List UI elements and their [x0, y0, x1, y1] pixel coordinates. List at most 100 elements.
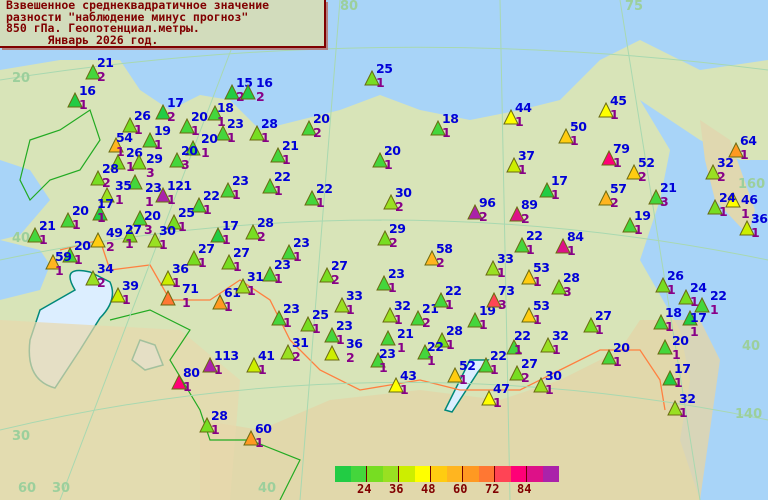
triangle-icon: [410, 310, 426, 326]
triangle-icon: [648, 189, 664, 205]
station-count: 2: [256, 89, 265, 104]
station-count: 1: [613, 354, 622, 369]
station-value: 17: [222, 218, 239, 233]
station-value: 17: [167, 95, 184, 110]
station-count: 1: [741, 206, 750, 221]
triangle-icon: [210, 227, 226, 243]
triangle-icon: [598, 102, 614, 118]
station-value: 36: [751, 211, 768, 226]
station-count: 1: [224, 299, 233, 314]
station-count: 1: [552, 342, 561, 357]
station-value: 30: [159, 223, 176, 238]
station-count: 2: [717, 169, 726, 184]
station-value: 20: [201, 131, 218, 146]
station-count: 2: [610, 195, 619, 210]
triangle-icon: [725, 192, 741, 208]
triangle-icon: [380, 330, 396, 346]
color-legend: [335, 466, 559, 482]
triangle-icon: [186, 250, 202, 266]
triangle-icon: [262, 266, 278, 282]
station-count: 1: [400, 382, 409, 397]
station-count: 2: [106, 239, 115, 254]
triangle-icon: [485, 260, 501, 276]
station-count: 1: [751, 225, 760, 240]
station-value: 29: [389, 221, 406, 236]
triangle-icon: [430, 120, 446, 136]
station-value: 22: [427, 339, 444, 354]
station-count: 1: [388, 280, 397, 295]
triangle-icon: [383, 194, 399, 210]
station-count: 1: [445, 297, 454, 312]
station-count: 1: [214, 362, 223, 377]
station-value: 17: [97, 196, 114, 211]
station-value: 52: [638, 155, 655, 170]
triangle-icon: [235, 278, 251, 294]
triangle-icon: [60, 212, 76, 228]
station-count: 1: [570, 133, 579, 148]
station-value: 22: [710, 288, 727, 303]
triangle-icon: [262, 178, 278, 194]
station-value: 28: [261, 116, 278, 131]
triangle-icon: [424, 250, 440, 266]
grid-label: 30: [52, 481, 71, 496]
station-count: 2: [292, 349, 301, 364]
station-count: 1: [610, 107, 619, 122]
station-value: 39: [122, 278, 139, 293]
triangle-icon: [110, 287, 126, 303]
station-value: 21: [397, 326, 414, 341]
station-count: 1: [567, 243, 576, 258]
station-count: 1: [526, 242, 535, 257]
legend-label: 24: [357, 482, 372, 496]
station-count: 1: [183, 379, 192, 394]
triangle-icon: [220, 182, 236, 198]
station-count: 1: [346, 302, 355, 317]
triangle-icon: [555, 238, 571, 254]
station-count: 1: [39, 232, 48, 247]
station-count: 1: [159, 237, 168, 252]
triangle-icon: [127, 174, 143, 190]
station-count: 3: [498, 297, 507, 312]
station-value: 27: [331, 258, 348, 273]
station-value: 33: [346, 288, 363, 303]
station-count: 3: [660, 194, 669, 209]
triangle-icon: [155, 187, 171, 203]
triangle-icon: [626, 164, 642, 180]
station-value: 21: [660, 180, 677, 195]
station-count: 1: [397, 340, 406, 355]
station-count: 1: [274, 271, 283, 286]
station-count: 1: [490, 362, 499, 377]
station-count: 3: [563, 284, 572, 299]
station-value: 36: [346, 336, 363, 351]
station-value: 43: [400, 368, 417, 383]
station-value: 27: [125, 222, 142, 237]
triangle-icon: [705, 164, 721, 180]
station-count: 2: [97, 275, 106, 290]
station-count: 1: [545, 382, 554, 397]
station-count: 1: [55, 263, 64, 278]
station-count: 1: [672, 347, 681, 362]
station-value: 30: [545, 368, 562, 383]
triangle-icon: [655, 277, 671, 293]
triangle-icon: [160, 270, 176, 286]
legend-swatch: [383, 466, 399, 482]
station-value: 25: [312, 307, 329, 322]
station-count: 1: [312, 321, 321, 336]
station-value: 121: [167, 178, 192, 193]
triangle-icon: [240, 84, 256, 100]
station-value: 44: [515, 100, 532, 115]
station-count: 1: [217, 114, 226, 129]
grid-label: 140: [735, 407, 763, 422]
station-value: 20: [313, 111, 330, 126]
station-count: 1: [258, 362, 267, 377]
station-count: 1: [710, 302, 719, 317]
triangle-icon: [514, 237, 530, 253]
triangle-icon: [739, 220, 755, 236]
station-count: 2: [422, 315, 431, 330]
triangle-icon: [99, 187, 115, 203]
triangle-icon: [207, 105, 223, 121]
station-value: 20: [144, 208, 161, 223]
triangle-icon: [245, 224, 261, 240]
triangle-icon: [667, 400, 683, 416]
station-value: 17: [674, 361, 691, 376]
station-value: 37: [518, 148, 535, 163]
